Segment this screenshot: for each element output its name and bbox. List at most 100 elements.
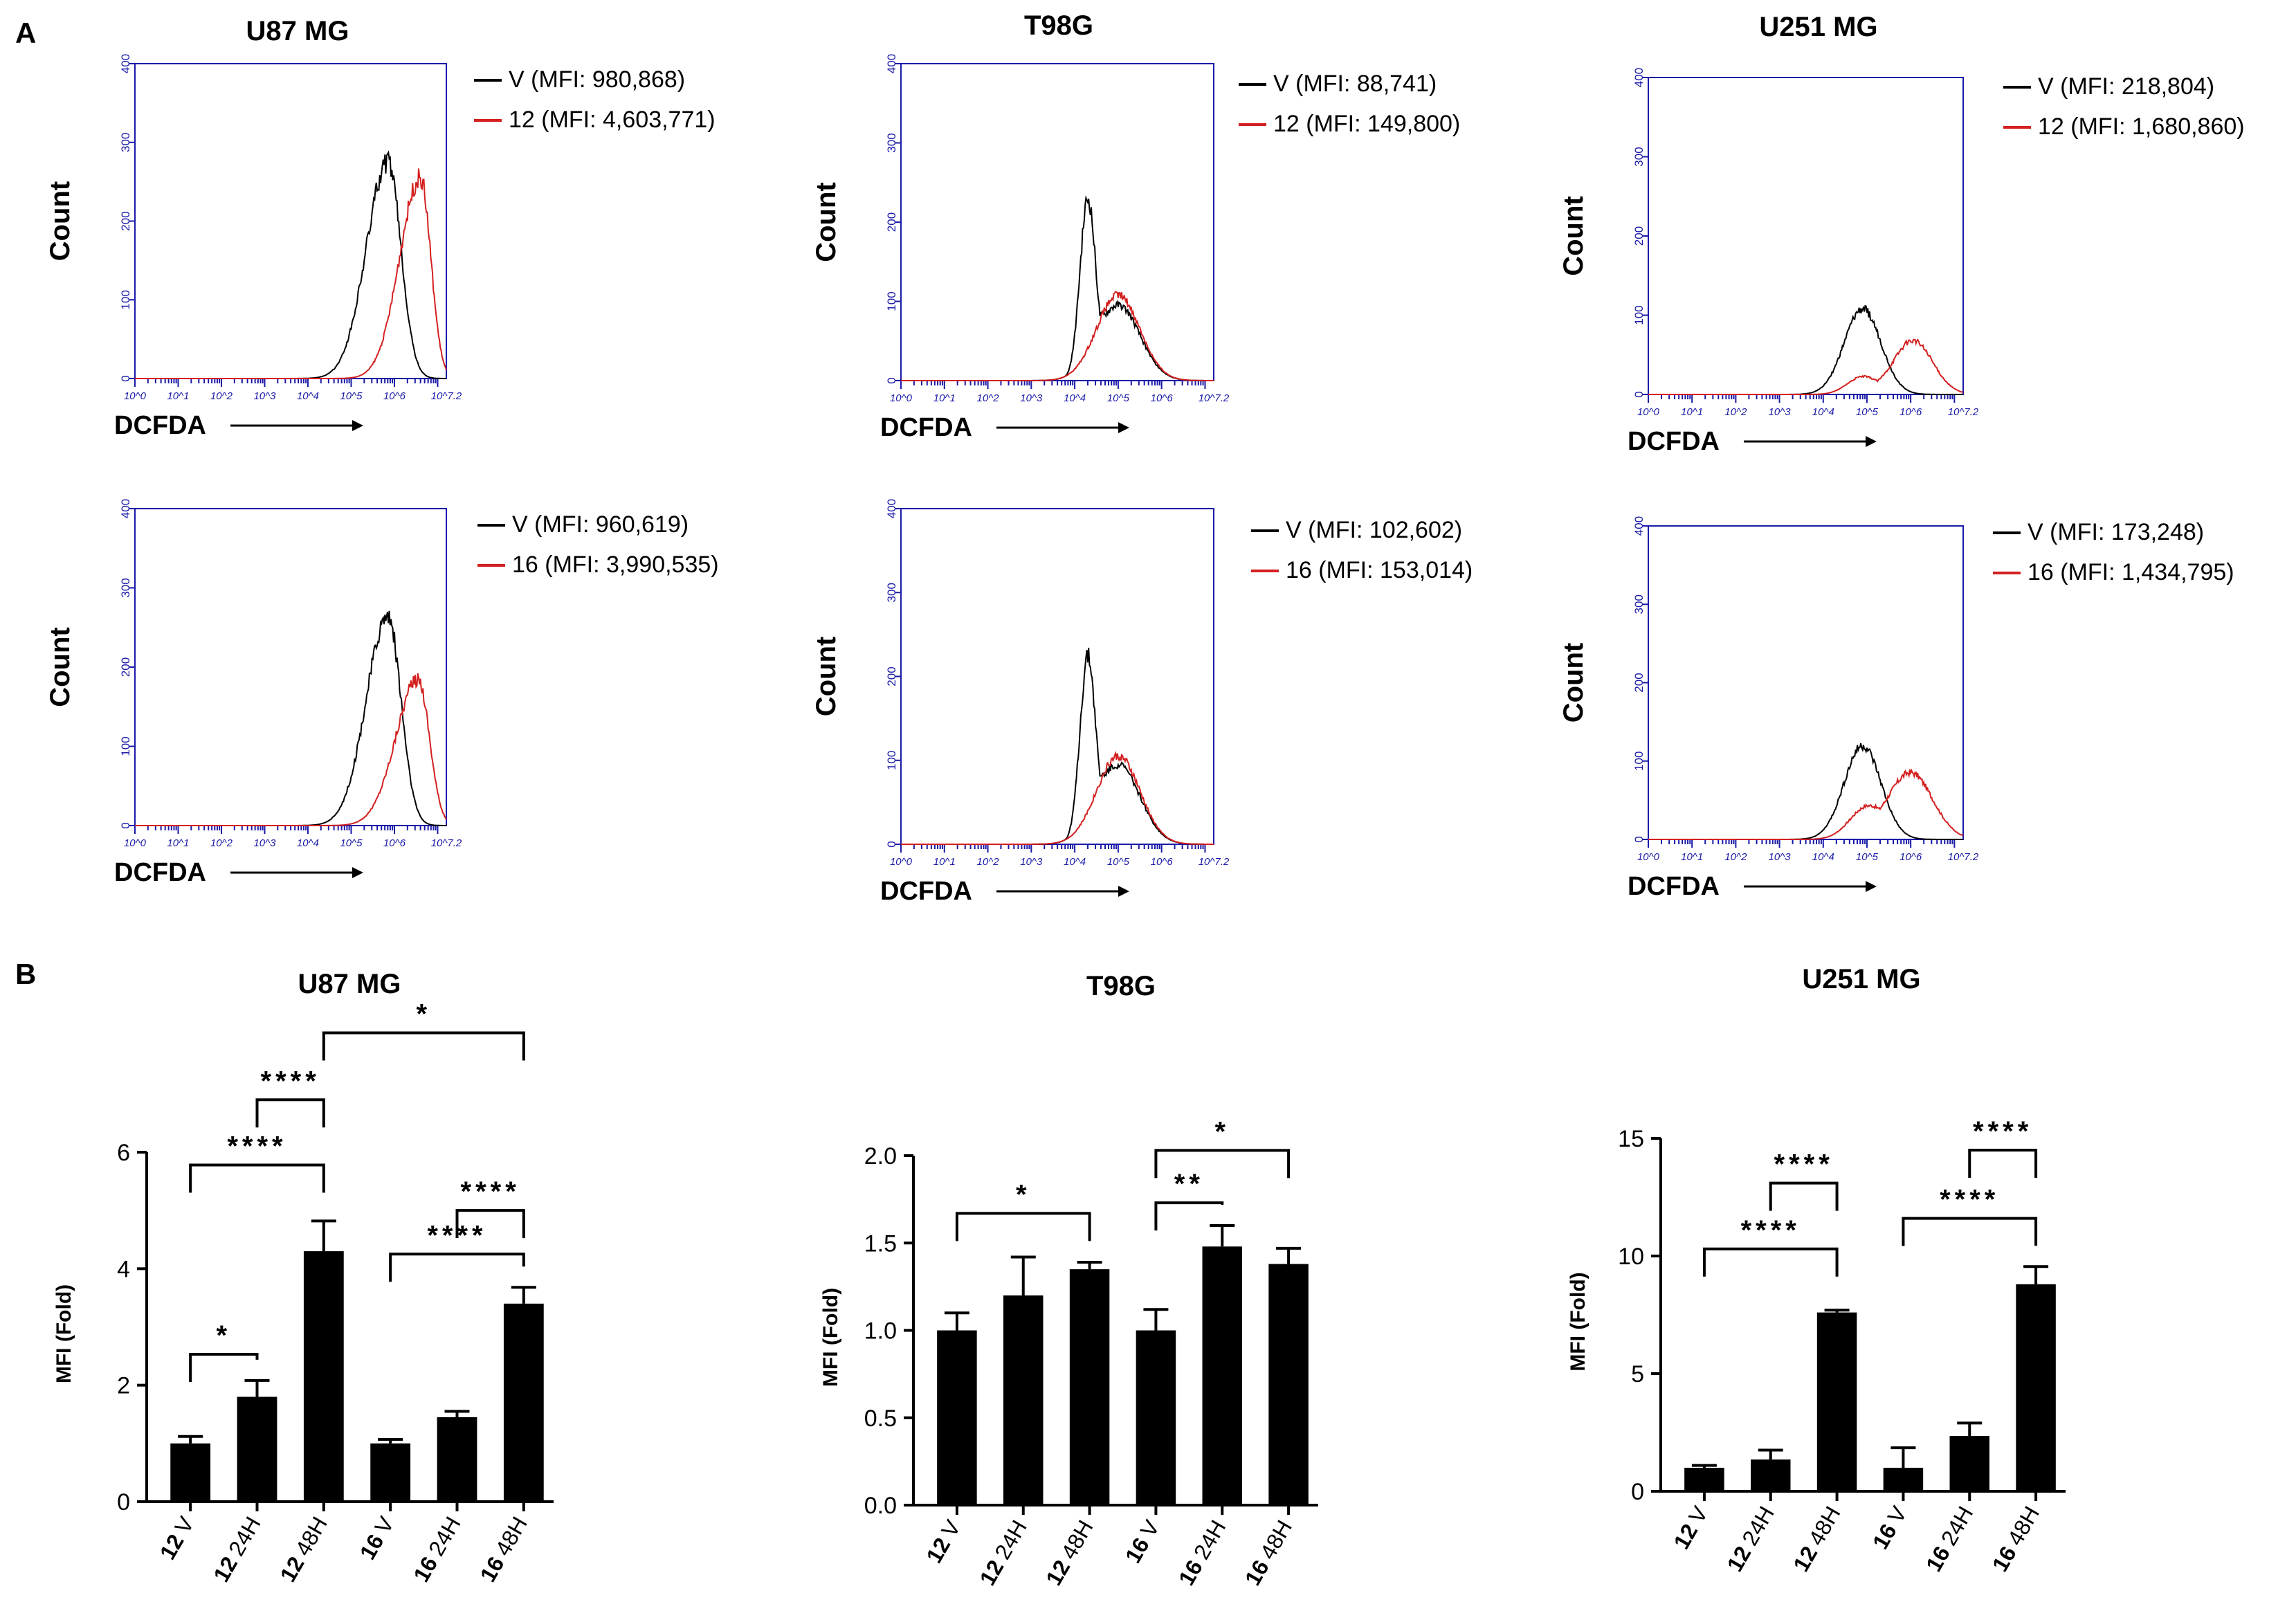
x-tick-label-drug: 12	[1041, 1556, 1075, 1590]
x-tick-label-drug: 16	[1987, 1542, 2021, 1576]
x-tick-label-time: 48H	[290, 1513, 332, 1560]
x-tick-label: 1624H	[1921, 1502, 1978, 1576]
legend-entry: 16 (MFI: 153,014)	[1286, 557, 1473, 583]
panel-label-a: A	[15, 17, 36, 49]
y-tick-label: 100	[1632, 305, 1646, 325]
legend-entry: V (MFI: 218,804)	[2038, 73, 2214, 100]
legend-entry: V (MFI: 173,248)	[2028, 519, 2204, 545]
significance-bracket	[955, 1212, 1091, 1241]
x-tick-label: 10^2	[1724, 406, 1747, 418]
x-axis-arrow-head	[352, 867, 363, 878]
significance-label: *	[217, 1320, 232, 1351]
bar	[1136, 1330, 1176, 1505]
y-axis-label: MFI (Fold)	[53, 1284, 75, 1383]
x-tick-label: 12V	[155, 1512, 199, 1564]
x-tick-label-drug: 16	[1868, 1520, 1902, 1554]
x-tick-label: 10^4	[1064, 392, 1086, 404]
x-tick-label: 10^5	[340, 837, 363, 849]
x-tick-label-time: V	[1136, 1516, 1165, 1541]
x-axis-label: DCFDA	[880, 413, 972, 442]
plot-frame	[1648, 77, 1964, 395]
x-tick-label: 16V	[1868, 1502, 1912, 1554]
y-tick-label: 300	[119, 578, 132, 597]
legend-entry: V (MFI: 88,741)	[1273, 71, 1437, 97]
bar	[1684, 1468, 1724, 1491]
y-tick-label: 400	[885, 499, 898, 518]
x-tick-label-drug: 12	[1668, 1520, 1702, 1554]
x-tick-label: 10^0	[1637, 406, 1660, 418]
plot-frame	[900, 508, 1214, 845]
x-tick-label-time: 24H	[423, 1513, 466, 1560]
y-axis-label: Count	[1558, 196, 1589, 276]
y-axis-label: Count	[811, 182, 841, 262]
x-axis-arrow-head	[1866, 436, 1877, 447]
x-tick-label-time: V	[370, 1512, 399, 1538]
x-tick-label: 1248H	[1041, 1516, 1097, 1590]
significance-bracket	[1968, 1149, 2038, 1178]
x-tick-label: 1248H	[1788, 1502, 1845, 1576]
bar-chart-title: T98G	[1086, 971, 1156, 1001]
plot-frame	[134, 63, 447, 379]
legend-entry: 16 (MFI: 3,990,535)	[512, 552, 719, 578]
y-tick-label: 100	[119, 736, 132, 756]
x-tick-label: 10^7.2	[431, 390, 462, 402]
significance-bracket	[1154, 1201, 1224, 1231]
x-tick-label-drug: 16	[408, 1552, 442, 1586]
significance-label: *	[1214, 1116, 1230, 1147]
x-tick-label: 10^4	[297, 837, 319, 849]
x-tick-label: 10^6	[1899, 851, 1922, 863]
significance-bracket	[1769, 1181, 1839, 1211]
x-tick-label: 10^2	[1724, 851, 1747, 863]
x-tick-label: 10^3	[1020, 392, 1043, 404]
significance-label: ****	[261, 1066, 320, 1096]
bar	[1069, 1269, 1110, 1505]
x-tick-label-drug: 16	[1240, 1556, 1274, 1590]
panel-label-b: B	[15, 958, 36, 990]
significance-label: ****	[427, 1220, 486, 1250]
significance-bracket	[1154, 1149, 1291, 1178]
y-tick-label: 300	[885, 583, 898, 602]
x-tick-label: 10^2	[977, 392, 1000, 404]
y-tick-label: 400	[119, 499, 132, 518]
significance-bracket	[389, 1253, 525, 1282]
x-tick-label: 10^7.2	[1948, 851, 1979, 863]
bar	[2016, 1284, 2056, 1491]
significance-label: **	[1174, 1169, 1204, 1199]
y-tick-label: 1.0	[864, 1318, 897, 1345]
histogram-series-16	[1648, 768, 1964, 840]
histogram-series-v	[901, 647, 1214, 845]
x-tick-label: 10^6	[1151, 392, 1174, 404]
x-tick-label: 10^6	[1899, 406, 1922, 418]
x-tick-label-drug: 12	[208, 1552, 242, 1586]
y-tick-label: 0	[1632, 836, 1646, 842]
bar	[1883, 1468, 1924, 1491]
x-tick-label: 10^2	[210, 390, 233, 402]
y-tick-label: 0	[1631, 1479, 1644, 1505]
y-tick-label: 400	[1632, 68, 1646, 87]
x-tick-label: 10^5	[340, 390, 363, 402]
y-tick-label: 200	[885, 212, 898, 232]
x-tick-label: 10^0	[890, 392, 913, 404]
significance-label: ****	[1774, 1149, 1834, 1180]
x-tick-label: 10^1	[933, 392, 956, 404]
histogram-series-v	[1648, 304, 1963, 395]
histogram-series-v	[901, 195, 1214, 381]
bar	[1003, 1295, 1044, 1505]
x-tick-label: 10^6	[383, 837, 406, 849]
significance-label: ****	[1940, 1185, 1999, 1215]
histogram-series-v	[135, 150, 446, 379]
significance-label: ****	[1973, 1116, 2032, 1147]
significance-label: ****	[461, 1176, 520, 1207]
significance-bracket	[455, 1209, 525, 1239]
y-tick-label: 200	[1632, 226, 1646, 246]
x-tick-label-drug: 12	[1788, 1542, 1822, 1576]
x-tick-label: 10^3	[253, 390, 276, 402]
y-tick-label: 200	[1632, 673, 1646, 692]
x-tick-label: 10^2	[210, 837, 233, 849]
histogram-u251-16: 0 100 200 300 400 10^0 10^1 10^2 10^3 10^4 10^5 10^…	[1558, 516, 2234, 901]
y-tick-label: 0.0	[864, 1493, 897, 1519]
y-axis-label: MFI (Fold)	[819, 1288, 842, 1387]
bar	[370, 1443, 411, 1502]
significance-bracket	[1702, 1247, 1839, 1277]
